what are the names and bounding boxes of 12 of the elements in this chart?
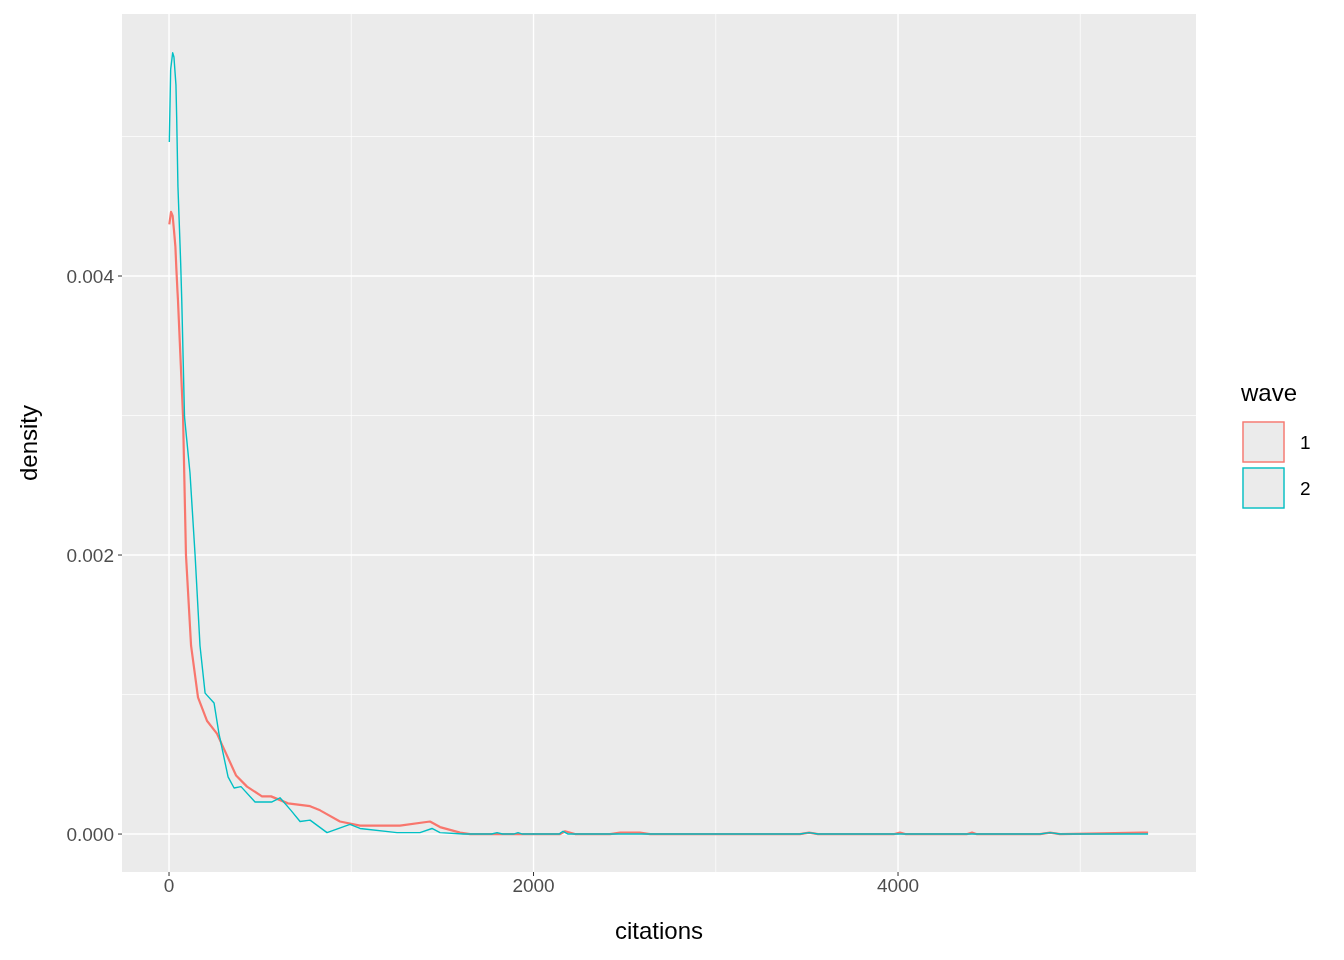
legend-title: wave	[1240, 379, 1298, 406]
y-axis-title: density	[15, 404, 42, 482]
legend-label: 2	[1300, 477, 1311, 499]
x-tick-label: 2000	[512, 875, 555, 896]
legend-label: 1	[1300, 431, 1311, 453]
x-tick-label: 0	[163, 875, 175, 896]
y-tick-label: 0.004	[66, 265, 115, 287]
x-axis-title: citations	[614, 917, 704, 944]
line-series	[168, 52, 1149, 835]
x-tick-label: 4000	[876, 875, 920, 896]
y-tick-label: 0.000	[66, 823, 114, 845]
y-tick-label: 0.002	[66, 544, 114, 566]
